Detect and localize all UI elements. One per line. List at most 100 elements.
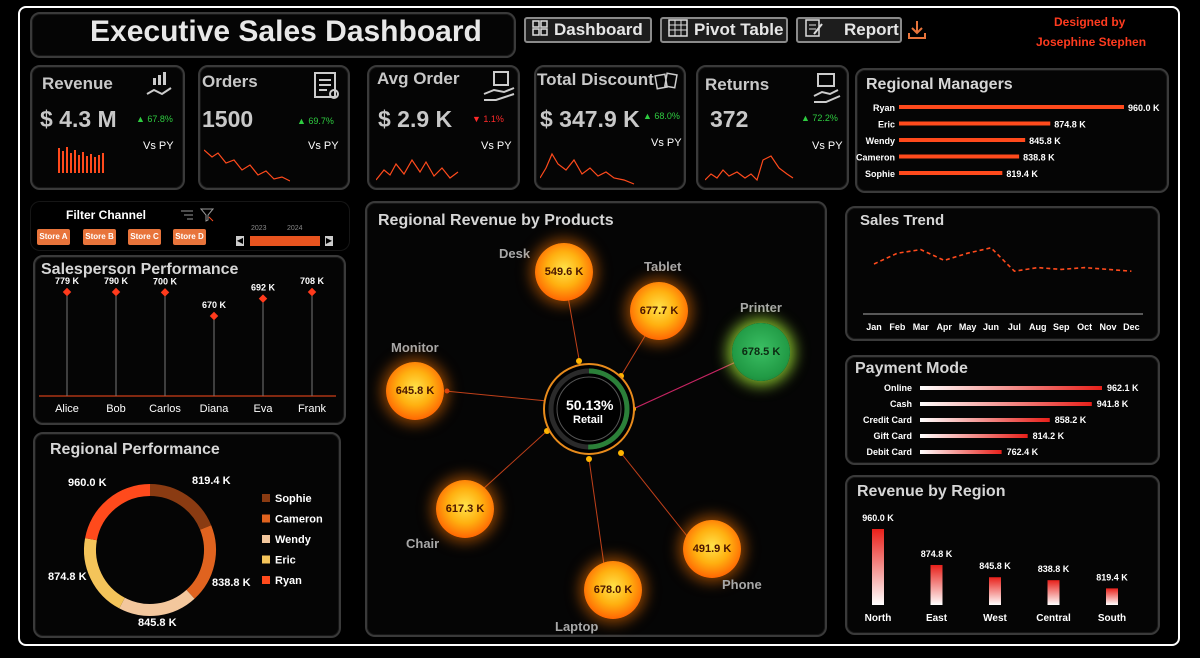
revenue-sparkbars — [58, 147, 104, 173]
manager-value: 960.0 K — [1128, 103, 1160, 113]
manager-name: Wendy — [866, 136, 895, 146]
revenue-region-title: Revenue by Region — [857, 483, 1006, 500]
product-printer-label: Printer — [740, 300, 782, 315]
product-desk-bubble[interactable]: 549.6 K — [535, 243, 593, 301]
returns-icon — [812, 70, 842, 109]
manager-value: 874.8 K — [1054, 120, 1086, 130]
kpi-avg-order-title: Avg Order — [377, 69, 460, 88]
manager-value: 845.8 K — [1029, 136, 1061, 146]
donut-label: 874.8 K — [48, 571, 87, 583]
product-phone-bubble[interactable]: 491.9 K — [683, 520, 741, 578]
salesperson-value: 700 K — [153, 276, 178, 286]
sales-trend-title: Sales Trend — [860, 212, 945, 229]
donut-slice — [85, 484, 151, 541]
title-bar — [30, 12, 516, 58]
nav-pivot-table-button[interactable]: Pivot Table — [660, 17, 788, 43]
kpi-revenue-change: ▲ 67.8% — [136, 114, 173, 124]
products-connectors — [444, 290, 763, 587]
legend-swatch — [262, 535, 270, 543]
salesperson-marker — [111, 287, 121, 297]
kpi-revenue-vs: Vs PY — [143, 140, 174, 152]
report-icon — [804, 18, 824, 42]
kpi-card-total-discount — [534, 65, 686, 190]
salesperson-name: Eva — [254, 403, 274, 415]
payment-value: 941.8 K — [1097, 399, 1129, 409]
region-value: 874.8 K — [921, 549, 953, 559]
trend-month: Apr — [936, 322, 952, 332]
salesperson-marker — [258, 294, 268, 303]
product-laptop-label: Laptop — [555, 619, 599, 634]
manager-value: 838.8 K — [1023, 153, 1055, 163]
returns-sparkline — [705, 155, 794, 182]
nav-dashboard-button[interactable]: Dashboard — [524, 17, 652, 43]
payment-name: Gift Card — [873, 431, 912, 441]
manager-bar — [899, 138, 1026, 142]
region-value: 838.8 K — [1038, 564, 1070, 574]
dashboard-icon — [532, 19, 548, 41]
kpi-total-discount-vs: Vs PY — [651, 137, 682, 149]
filter-channel-title: Filter Channel — [66, 208, 147, 222]
kpi-returns-vs: Vs PY — [812, 140, 843, 152]
dashboard-frame — [18, 6, 1180, 646]
donut-label: 838.8 K — [212, 577, 251, 589]
product-printer-bubble[interactable]: 678.5 K — [732, 323, 790, 381]
nav-report-label: Report — [844, 20, 899, 39]
kpi-orders-change: ▲ 69.7% — [297, 116, 334, 126]
timeline-range-slider[interactable] — [250, 236, 320, 246]
kpi-avg-order-vs: Vs PY — [481, 140, 512, 152]
multi-select-icon[interactable] — [180, 208, 194, 227]
payment-value: 762.4 K — [1007, 447, 1039, 457]
kpi-total-discount-value: $ 347.9 K — [540, 106, 640, 132]
region-name: Central — [1036, 613, 1071, 624]
revenue-region-panel — [845, 475, 1160, 635]
legend-swatch — [262, 494, 270, 502]
salesperson-marker — [160, 288, 170, 297]
store-a-button[interactable]: Store A — [37, 229, 70, 245]
salesperson-name: Bob — [106, 403, 126, 415]
region-value: 845.8 K — [979, 561, 1011, 571]
payment-bar — [920, 418, 1050, 422]
payment-mode-chart: Online 962.1 K Cash 941.8 K Credit Card 858.2… — [863, 383, 1139, 457]
manager-bar — [899, 154, 1020, 159]
store-c-button[interactable]: Store C — [128, 229, 161, 245]
product-desk-label: Desk — [499, 246, 531, 261]
regional-managers-title: Regional Managers — [866, 76, 1013, 93]
designer-name: Josephine Stephen — [1036, 35, 1147, 49]
salesperson-marker — [209, 311, 219, 321]
regional-managers-chart: Ryan 960.0 K Eric 874.8 K Wendy 845.8 K Camero… — [856, 103, 1160, 179]
products-center-label: Retail — [573, 414, 603, 426]
kpi-revenue-value: $ 4.3 M — [40, 106, 117, 132]
sales-trend-panel — [845, 206, 1160, 341]
payment-name: Online — [884, 383, 912, 393]
timeline-left-arrow[interactable]: ◀ — [236, 236, 244, 246]
product-laptop-bubble[interactable]: 678.0 K — [584, 561, 642, 619]
store-d-button[interactable]: Store D — [173, 229, 206, 245]
kpi-avg-order-value: $ 2.9 K — [378, 106, 453, 132]
salesperson-title: Salesperson Performance — [41, 261, 239, 278]
clear-filter-icon[interactable] — [199, 208, 215, 227]
trend-month: Dec — [1123, 322, 1140, 332]
cards-icon — [654, 70, 680, 95]
payment-name: Debit Card — [866, 447, 912, 457]
store-b-button[interactable]: Store B — [83, 229, 116, 245]
manager-bar — [899, 121, 1051, 126]
salesperson-marker — [62, 287, 72, 297]
year-2023-label: 2023 — [251, 225, 267, 232]
donut-label: 845.8 K — [138, 617, 177, 629]
clipboard-icon — [312, 70, 340, 105]
product-monitor-bubble[interactable]: 645.8 K — [386, 362, 444, 420]
product-chair-bubble[interactable]: 617.3 K — [436, 480, 494, 538]
region-bar — [872, 529, 884, 605]
kpi-orders-value: 1500 — [202, 106, 254, 132]
salesperson-value: 670 K — [202, 300, 227, 310]
download-icon[interactable] — [906, 19, 928, 46]
discount-sparkline — [540, 152, 635, 185]
timeline-right-arrow[interactable]: ▶ — [325, 236, 333, 246]
payment-value: 962.1 K — [1107, 383, 1139, 393]
product-tablet-bubble[interactable]: 677.7 K — [630, 282, 688, 340]
legend-label: Cameron — [275, 514, 323, 526]
salesperson-chart: 779 K Alice 790 K Bob 700 K Carlos 670 K Diana 6… — [39, 276, 336, 415]
nav-report-button[interactable]: Report — [796, 17, 902, 43]
nav-pivot-table-label: Pivot Table — [694, 20, 784, 39]
manager-bar — [899, 105, 1124, 109]
